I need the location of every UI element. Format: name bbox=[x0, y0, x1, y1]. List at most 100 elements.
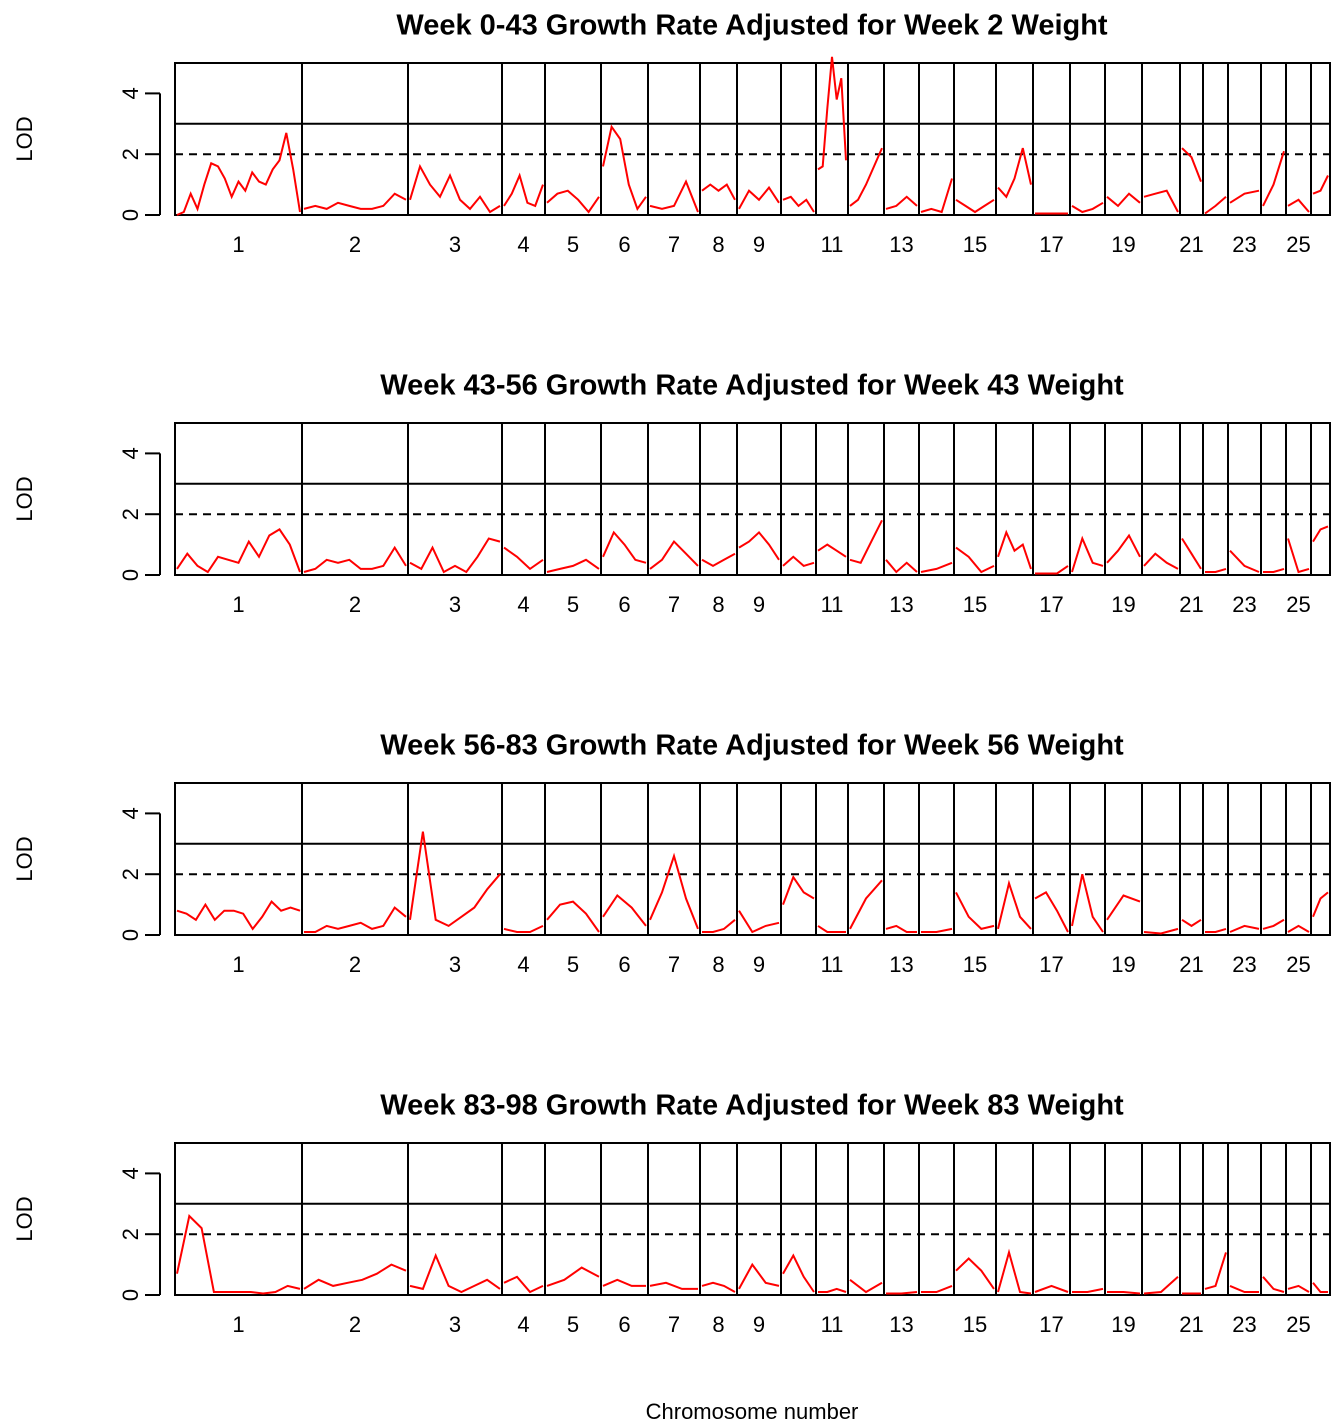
panel-title: Week 83-98 Growth Rate Adjusted for Week… bbox=[380, 1090, 1124, 1122]
lod-curve bbox=[818, 1287, 847, 1293]
lod-curve bbox=[602, 894, 647, 927]
x-tick-label: 13 bbox=[889, 592, 913, 617]
y-tick-label: 2 bbox=[118, 1228, 143, 1240]
y-axis-label: LOD bbox=[12, 836, 37, 881]
x-tick-label: 7 bbox=[668, 592, 680, 617]
x-tick-label: 15 bbox=[963, 952, 987, 977]
y-axis-label: LOD bbox=[12, 116, 37, 161]
x-tick-label: 6 bbox=[618, 232, 630, 257]
x-tick-label: 9 bbox=[753, 592, 765, 617]
x-tick-label: 8 bbox=[712, 1312, 724, 1337]
lod-curve bbox=[176, 528, 301, 574]
lod-curve bbox=[1312, 525, 1329, 543]
x-tick-label: 5 bbox=[567, 1312, 579, 1337]
lod-curve bbox=[1071, 201, 1104, 214]
lod-curve bbox=[1072, 1287, 1104, 1293]
x-tick-label: 8 bbox=[712, 952, 724, 977]
x-tick-label: 11 bbox=[821, 1312, 844, 1337]
lod-curve bbox=[1205, 927, 1227, 933]
y-tick-label: 2 bbox=[118, 148, 143, 160]
x-tick-label: 4 bbox=[517, 232, 529, 257]
lod-curve bbox=[649, 1281, 698, 1290]
y-tick-label: 4 bbox=[118, 87, 143, 99]
lod-curve bbox=[602, 1278, 646, 1287]
panel-title: Week 43-56 Growth Rate Adjusted for Week… bbox=[380, 370, 1124, 402]
x-tick-label: 13 bbox=[889, 232, 913, 257]
lod-curve bbox=[546, 1266, 600, 1287]
x-tick-label: 25 bbox=[1286, 1312, 1310, 1337]
lod-curve bbox=[886, 1291, 918, 1295]
lod-curve bbox=[955, 546, 995, 574]
x-tick-label: 13 bbox=[889, 952, 913, 977]
x-tick-label: 5 bbox=[567, 952, 579, 977]
lod-curve bbox=[1312, 1282, 1328, 1293]
x-tick-label: 25 bbox=[1286, 592, 1310, 617]
x-tick-label: 1 bbox=[232, 232, 244, 257]
x-tick-label: 6 bbox=[618, 1312, 630, 1337]
x-tick-label: 11 bbox=[821, 952, 844, 977]
lod-curve bbox=[1204, 1252, 1227, 1290]
x-tick-label: 3 bbox=[449, 952, 461, 977]
x-tick-label: 13 bbox=[889, 1312, 913, 1337]
lod-curve bbox=[1071, 535, 1104, 573]
lod-curve bbox=[649, 179, 699, 213]
lod-curve bbox=[503, 546, 544, 571]
lod-curve bbox=[602, 530, 647, 564]
x-tick-label: 3 bbox=[449, 232, 461, 257]
lod-curve bbox=[885, 924, 917, 933]
lod-curve bbox=[1071, 873, 1104, 933]
lod-curve bbox=[955, 198, 995, 214]
lod-curve bbox=[1106, 192, 1141, 208]
lod-curve bbox=[920, 561, 953, 573]
plot-frame bbox=[174, 1142, 1331, 1296]
lod-curve bbox=[1262, 918, 1285, 930]
lod-curve bbox=[649, 852, 699, 930]
lod-curve bbox=[849, 147, 883, 207]
x-tick-label: 1 bbox=[232, 952, 244, 977]
lod-curve bbox=[176, 900, 301, 931]
lod-curve bbox=[1143, 1276, 1179, 1295]
x-tick-label: 2 bbox=[349, 592, 361, 617]
lod-curve bbox=[921, 927, 953, 933]
lod-curve bbox=[817, 925, 846, 933]
lod-curve bbox=[176, 132, 301, 216]
x-tick-label: 9 bbox=[753, 232, 765, 257]
lod-curve bbox=[1287, 538, 1310, 574]
lod-curve bbox=[1312, 891, 1329, 918]
lod-curve bbox=[649, 540, 699, 570]
x-tick-label: 25 bbox=[1286, 232, 1310, 257]
lod-curve bbox=[1229, 189, 1260, 204]
lod-curve bbox=[1143, 927, 1179, 935]
panel-title: Week 0-43 Growth Rate Adjusted for Week … bbox=[396, 10, 1108, 42]
x-tick-label: 7 bbox=[668, 952, 680, 977]
lod-curve bbox=[1181, 537, 1202, 570]
x-tick-label: 11 bbox=[821, 232, 844, 257]
x-tick-label: 1 bbox=[232, 1312, 244, 1337]
x-tick-label: 4 bbox=[517, 592, 529, 617]
y-tick-label: 2 bbox=[118, 508, 143, 520]
x-tick-label: 23 bbox=[1232, 952, 1256, 977]
x-tick-label: 23 bbox=[1232, 592, 1256, 617]
lod-curve bbox=[409, 1252, 501, 1294]
lod-curve bbox=[503, 1275, 544, 1294]
y-tick-label: 4 bbox=[118, 447, 143, 459]
x-tick-label: 9 bbox=[753, 952, 765, 977]
lod-curve bbox=[1287, 924, 1310, 933]
lod-curve bbox=[1229, 550, 1260, 573]
panel-title: Week 56-83 Growth Rate Adjusted for Week… bbox=[380, 730, 1124, 762]
lod-curve bbox=[503, 924, 544, 933]
lod-curve bbox=[1229, 924, 1260, 933]
lod-curve bbox=[1287, 198, 1310, 213]
lod-curve bbox=[817, 543, 847, 558]
lod-curve bbox=[885, 559, 918, 574]
lod-curve bbox=[921, 1284, 953, 1293]
lod-curve bbox=[738, 1262, 780, 1290]
lod-curve bbox=[955, 891, 995, 930]
x-tick-label: 11 bbox=[821, 592, 844, 617]
x-tick-label: 7 bbox=[668, 232, 680, 257]
x-tick-label: 15 bbox=[963, 1312, 987, 1337]
x-tick-label: 2 bbox=[349, 952, 361, 977]
x-tick-label: 2 bbox=[349, 1312, 361, 1337]
x-tick-label: 15 bbox=[963, 592, 987, 617]
lod-curve bbox=[1181, 918, 1202, 928]
